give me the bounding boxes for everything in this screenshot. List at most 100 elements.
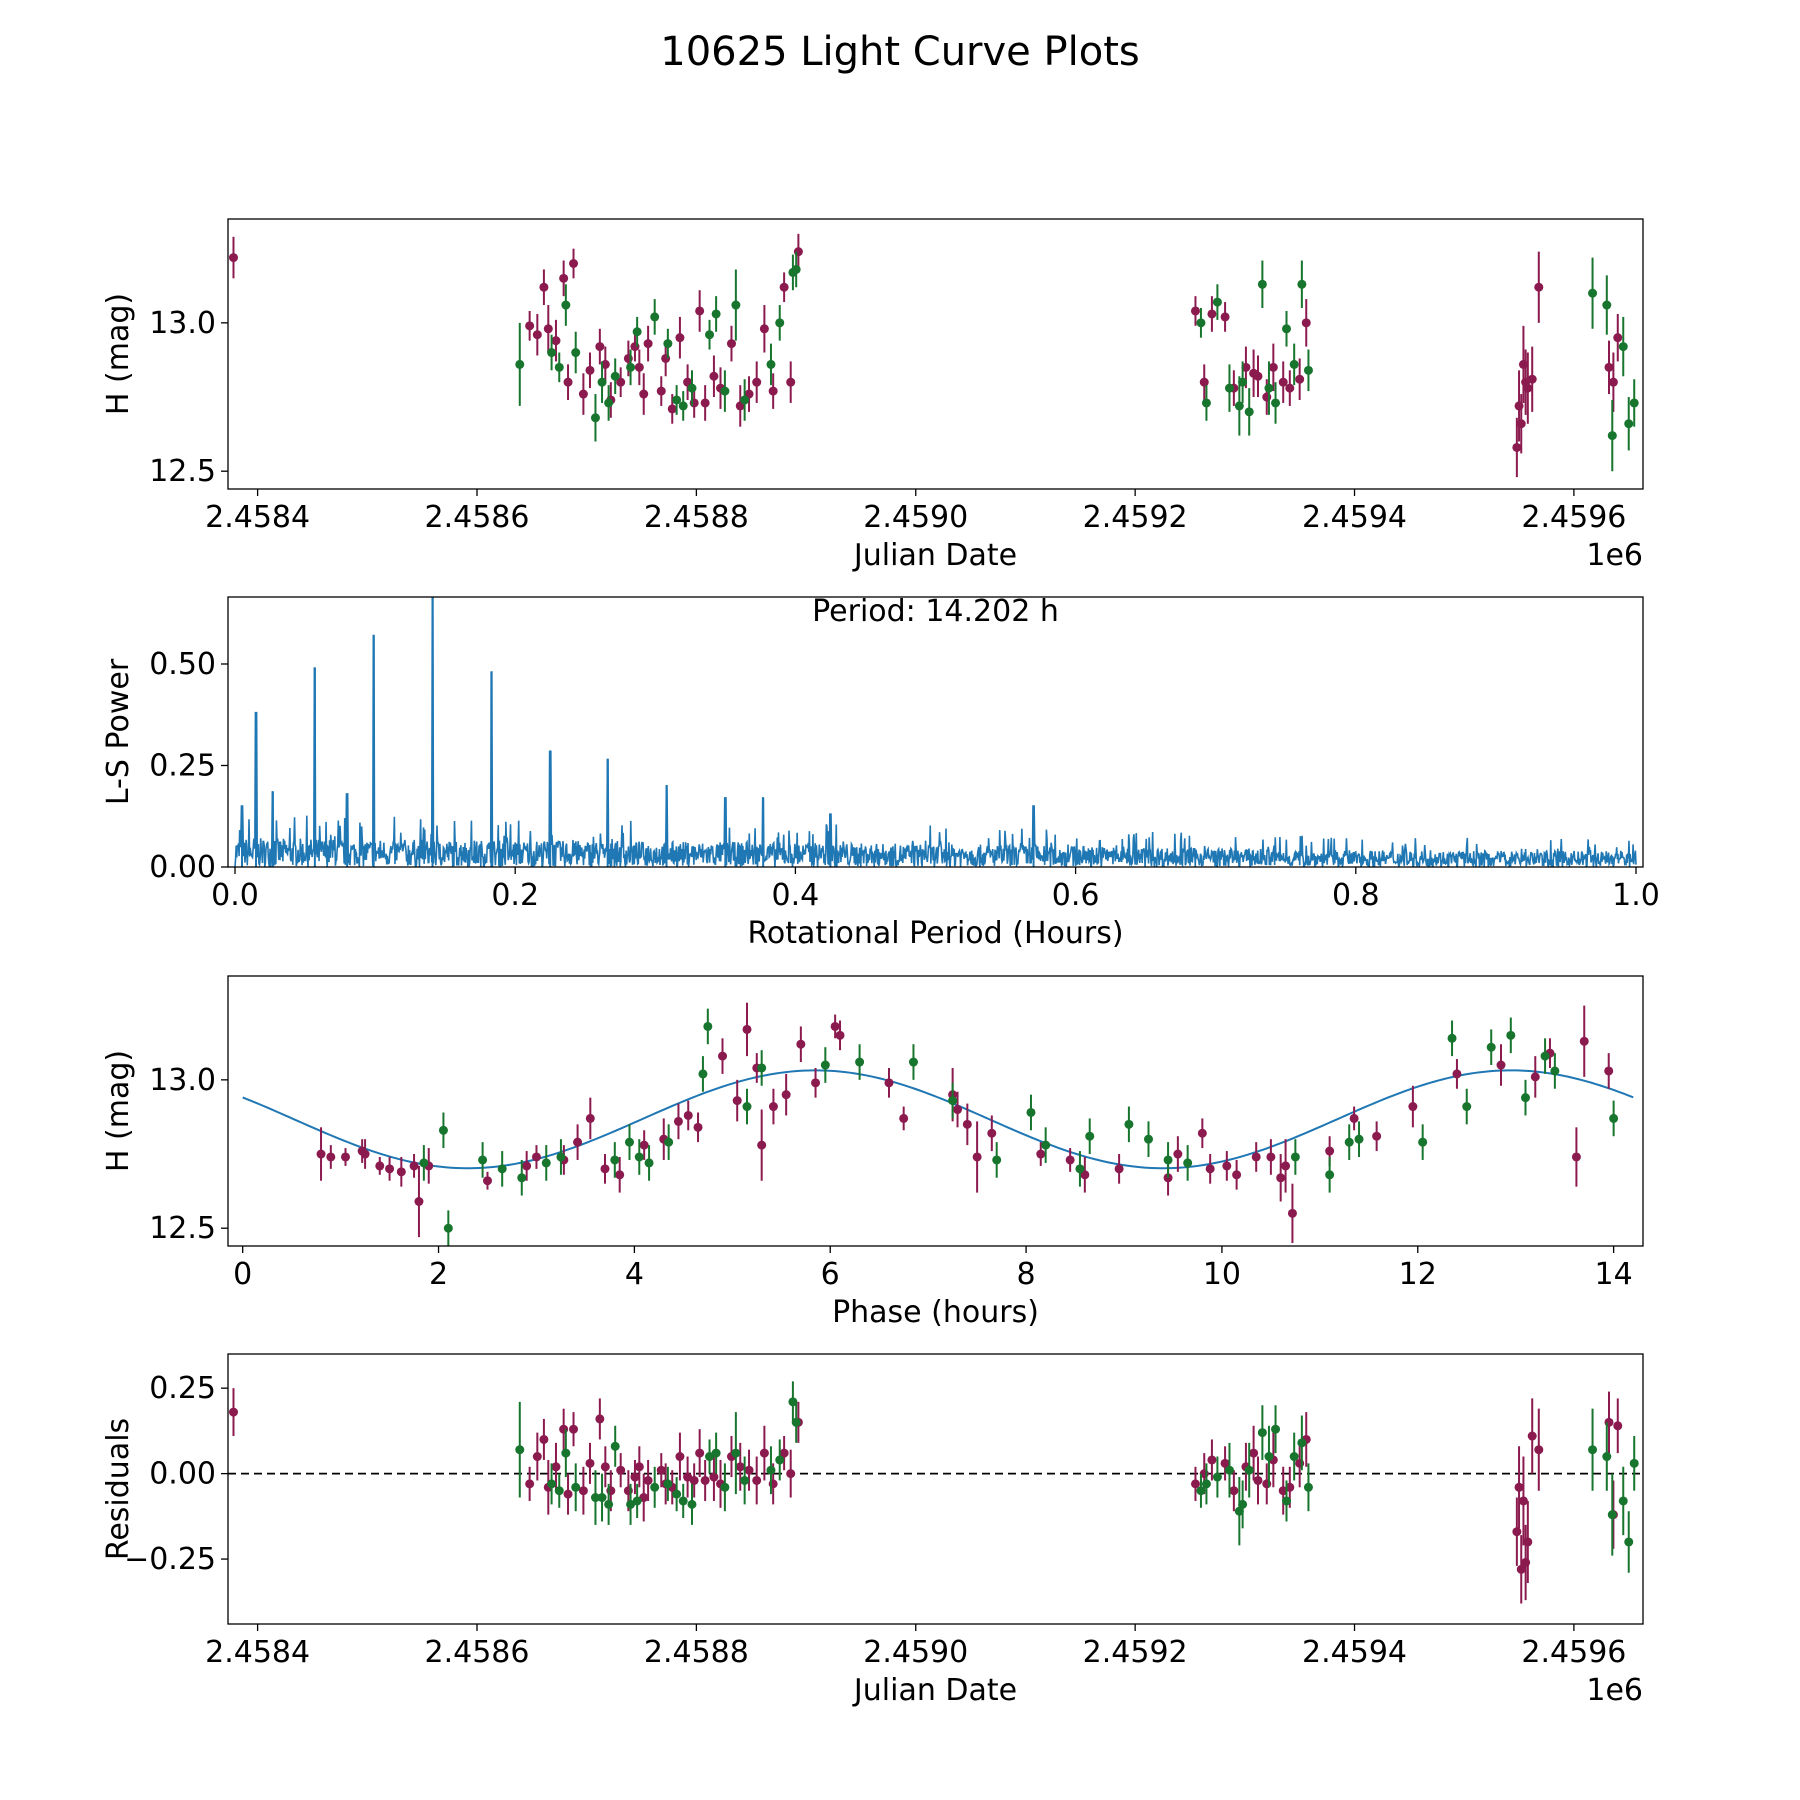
data-point-a bbox=[1232, 1170, 1242, 1180]
data-point-b bbox=[632, 1496, 642, 1506]
x-tick-label: 2.4590 bbox=[863, 1635, 968, 1670]
data-point-a bbox=[1514, 1482, 1524, 1492]
x-offset-label: 1e6 bbox=[1586, 538, 1643, 573]
data-point-a bbox=[1220, 312, 1230, 322]
data-point-b bbox=[791, 264, 801, 274]
data-point-b bbox=[1143, 1134, 1153, 1144]
data-point-a bbox=[811, 1078, 821, 1088]
data-point-a bbox=[700, 1475, 710, 1485]
x-tick-label: 2.4594 bbox=[1302, 500, 1407, 535]
data-point-b bbox=[561, 300, 571, 310]
data-point-a bbox=[375, 1161, 385, 1171]
data-point-a bbox=[643, 1475, 653, 1485]
data-point-b bbox=[820, 1060, 830, 1070]
data-point-a bbox=[634, 362, 644, 372]
data-point-b bbox=[610, 1441, 620, 1451]
data-point-b bbox=[1609, 1113, 1619, 1123]
data-point-a bbox=[578, 1486, 588, 1496]
data-point-a bbox=[899, 1113, 909, 1123]
x-tick-label: 14 bbox=[1595, 1257, 1633, 1292]
data-point-b bbox=[1325, 1170, 1335, 1180]
data-point-a bbox=[1285, 383, 1295, 393]
data-point-b bbox=[571, 1482, 581, 1492]
data-point-a bbox=[531, 1152, 541, 1162]
data-point-b bbox=[1303, 1482, 1313, 1492]
data-point-b bbox=[1201, 1479, 1211, 1489]
data-point-a bbox=[796, 1039, 806, 1049]
data-point-b bbox=[515, 1445, 525, 1455]
data-point-a bbox=[522, 1161, 532, 1171]
data-point-a bbox=[1534, 1445, 1544, 1455]
data-point-b bbox=[1244, 1465, 1254, 1475]
data-point-a bbox=[1205, 1164, 1215, 1174]
data-point-a bbox=[569, 1424, 579, 1434]
data-points bbox=[316, 1002, 1619, 1246]
data-point-b bbox=[1303, 365, 1313, 375]
data-point-a bbox=[1222, 1161, 1232, 1171]
data-point-b bbox=[624, 1137, 634, 1147]
data-point-a bbox=[1516, 1564, 1526, 1574]
data-point-a bbox=[1253, 371, 1263, 381]
data-point-b bbox=[1506, 1030, 1516, 1040]
data-point-b bbox=[1196, 1486, 1206, 1496]
plot-frame bbox=[227, 1353, 1644, 1625]
data-point-a bbox=[616, 1465, 626, 1475]
data-point-a bbox=[316, 1149, 326, 1159]
data-point-b bbox=[1271, 398, 1281, 408]
data-point-a bbox=[709, 371, 719, 381]
x-tick-label: 0.8 bbox=[1332, 878, 1380, 913]
data-point-a bbox=[786, 377, 796, 387]
y-tick-label: 0.00 bbox=[149, 850, 216, 885]
data-point-b bbox=[698, 1069, 708, 1079]
data-point-b bbox=[597, 377, 607, 387]
plot-panels: 2.4584 2.4586 2.4588 2.4590 2.4592 2.4594 2.45… bbox=[101, 218, 1660, 1708]
data-point-b bbox=[1588, 1445, 1598, 1455]
data-point-b bbox=[740, 395, 750, 405]
x-tick-label: 2 bbox=[429, 1257, 448, 1292]
data-point-a bbox=[667, 404, 677, 414]
data-point-a bbox=[551, 1462, 561, 1472]
x-axis-label: Julian Date bbox=[852, 1673, 1017, 1708]
data-point-b bbox=[1462, 1102, 1472, 1112]
data-point-b bbox=[1354, 1134, 1364, 1144]
data-point-a bbox=[385, 1164, 395, 1174]
data-point-b bbox=[590, 1493, 600, 1503]
periodogram-line bbox=[234, 597, 1637, 867]
x-tick-label: 12 bbox=[1399, 1257, 1437, 1292]
data-point-b bbox=[610, 371, 620, 381]
x-tick-label: 0 bbox=[233, 1257, 252, 1292]
data-point-a bbox=[539, 282, 549, 292]
data-point-b bbox=[720, 1482, 730, 1492]
data-point-b bbox=[1183, 1158, 1193, 1168]
data-point-a bbox=[409, 1161, 419, 1171]
data-point-b bbox=[1234, 1506, 1244, 1516]
y-axis-label: Residuals bbox=[101, 1418, 136, 1560]
y-tick-label: 0.00 bbox=[149, 1457, 216, 1492]
data-point-a bbox=[768, 1102, 778, 1112]
data-point-b bbox=[438, 1125, 448, 1135]
data-point-b bbox=[1602, 300, 1612, 310]
data-point-a bbox=[1251, 1152, 1261, 1162]
data-point-b bbox=[1550, 1066, 1560, 1076]
data-point-b bbox=[1344, 1137, 1354, 1147]
data-point-b bbox=[554, 362, 564, 372]
data-point-a bbox=[953, 1105, 963, 1115]
period-annotation: Period: 14.202 h bbox=[812, 594, 1059, 629]
x-tick-label: 2.4584 bbox=[205, 500, 310, 535]
data-point-a bbox=[752, 377, 762, 387]
y-tick-label: 12.5 bbox=[149, 454, 216, 489]
data-point-a bbox=[656, 386, 666, 396]
data-point-a bbox=[1516, 419, 1526, 429]
data-point-b bbox=[1520, 1093, 1530, 1103]
data-point-b bbox=[1602, 1452, 1612, 1462]
data-point-b bbox=[497, 1164, 507, 1174]
data-point-a bbox=[830, 1021, 840, 1031]
plot-frame bbox=[227, 218, 1644, 490]
data-point-a bbox=[1285, 1482, 1295, 1492]
x-tick-label: 2.4588 bbox=[644, 1635, 749, 1670]
data-point-b bbox=[1238, 377, 1248, 387]
data-point-a bbox=[578, 389, 588, 399]
data-point-a bbox=[759, 1448, 769, 1458]
data-point-a bbox=[1534, 282, 1544, 292]
